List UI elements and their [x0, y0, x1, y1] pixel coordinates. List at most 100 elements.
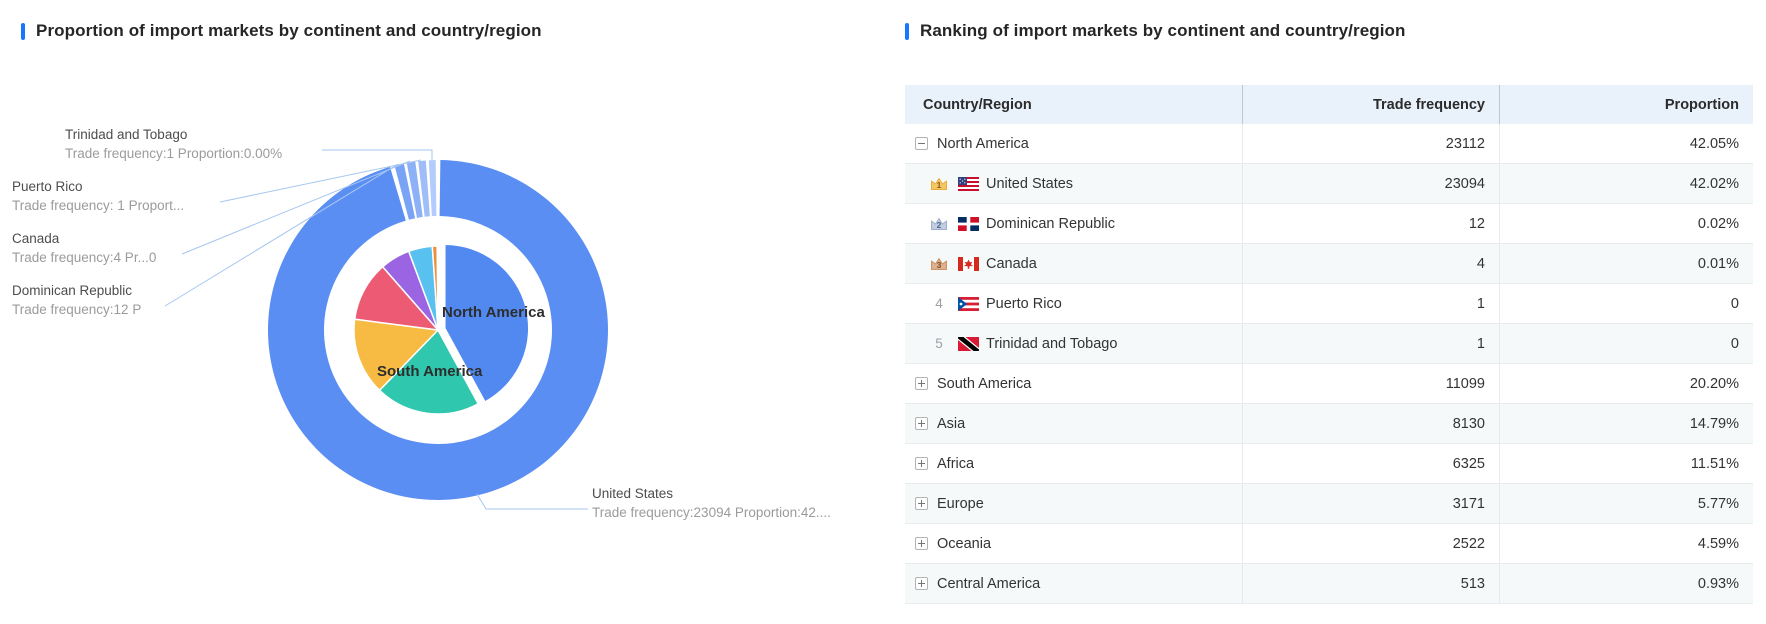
- page-title: Proportion of import markets by continen…: [36, 21, 542, 40]
- proportion-value: 4.59%: [1499, 524, 1753, 563]
- table-row: Europe 3171 5.77%: [905, 484, 1753, 524]
- collapse-toggle-north-america[interactable]: [915, 137, 928, 150]
- proportion-value: 20.20%: [1499, 364, 1753, 403]
- chart-callout-trinidad-and-tobago: Trinidad and Tobago Trade frequency:1 Pro…: [65, 125, 282, 163]
- trade-frequency-value: 3171: [1242, 484, 1499, 523]
- callout-country-name: Puerto Rico: [12, 179, 83, 194]
- callout-value: Trade frequency:4 Pr...0: [12, 250, 157, 265]
- proportion-value: 0.01%: [1499, 244, 1753, 283]
- table-row: Oceania 2522 4.59%: [905, 524, 1753, 564]
- pie-slice-asia[interactable]: [353, 318, 439, 392]
- chart-callout-canada: Canada Trade frequency:4 Pr...0: [12, 229, 156, 267]
- ranking-panel-title: Ranking of import markets by continent a…: [905, 21, 1406, 41]
- continent-name: Oceania: [937, 535, 992, 552]
- rank-badge-bronze: 3: [931, 257, 947, 270]
- svg-text:2: 2: [937, 220, 942, 230]
- proportion-value: 0: [1499, 324, 1753, 363]
- pie-slice-south-america[interactable]: [378, 329, 479, 415]
- expand-toggle-south-america[interactable]: [915, 377, 928, 390]
- leader-line-canada: [181, 160, 411, 255]
- rank-badge-silver: 2: [931, 217, 947, 230]
- ring-slice-united-states[interactable]: [267, 160, 608, 501]
- flag-icon-ca: [958, 256, 979, 271]
- proportion-value: 42.05%: [1499, 124, 1753, 163]
- callout-value: Trade frequency: 1 Proport...: [12, 198, 185, 213]
- column-header-country[interactable]: Country/Region: [923, 96, 1032, 113]
- expand-toggle-europe[interactable]: [915, 497, 928, 510]
- callout-country-name: United States: [592, 486, 674, 501]
- pie-slice-central-america[interactable]: [431, 245, 439, 331]
- table-header-row: Country/Region Trade frequency Proportio…: [905, 85, 1753, 124]
- callout-country-name: Canada: [12, 231, 60, 246]
- title-accent-bar: [905, 22, 909, 40]
- rank-slot: 1: [927, 176, 951, 192]
- chart-callout-puerto-rico: Puerto Rico Trade frequency: 1 Proport...: [12, 177, 184, 215]
- proportion-value: 42.02%: [1499, 164, 1753, 203]
- table-row: Asia 8130 14.79%: [905, 404, 1753, 444]
- leader-line-puerto-rico: [219, 159, 422, 203]
- continent-name: Africa: [937, 455, 975, 472]
- expand-toggle-asia[interactable]: [915, 417, 928, 430]
- proportion-value: 14.79%: [1499, 404, 1753, 443]
- table-row: 1 United States 23094 42.02%: [905, 164, 1753, 204]
- callout-country-name: Dominican Republic: [12, 283, 133, 298]
- trade-frequency-value: 2522: [1242, 524, 1499, 563]
- flag-icon-do: [958, 216, 979, 231]
- slice-label-south-america: South America: [377, 363, 483, 380]
- continent-name: Europe: [937, 495, 984, 512]
- svg-text:1: 1: [937, 180, 942, 190]
- flag-icon-pr: [958, 296, 979, 311]
- ranking-table: Country/Region Trade frequency Proportio…: [905, 85, 1753, 604]
- trade-frequency-value: 4: [1242, 244, 1499, 283]
- table-row: 4 Puerto Rico 1 0: [905, 284, 1753, 324]
- svg-text:3: 3: [937, 260, 942, 270]
- ring-slice-trinidad-and-tobago[interactable]: [428, 160, 437, 217]
- proportion-value: 5.77%: [1499, 484, 1753, 523]
- column-header-trade-frequency[interactable]: Trade frequency: [1242, 85, 1499, 124]
- column-header-proportion[interactable]: Proportion: [1499, 85, 1753, 124]
- country-name: Canada: [986, 255, 1037, 272]
- trade-frequency-value: 23112: [1242, 124, 1499, 163]
- continent-name: Central America: [937, 575, 1041, 592]
- continent-name: Asia: [937, 415, 966, 432]
- country-name: Dominican Republic: [986, 215, 1115, 232]
- ring-slice-puerto-rico[interactable]: [418, 160, 430, 217]
- ring-slice-dominican-republic[interactable]: [394, 163, 416, 220]
- proportion-value: 0.93%: [1499, 564, 1753, 603]
- title-accent-bar: [21, 22, 25, 40]
- proportion-value: 11.51%: [1499, 444, 1753, 483]
- pie-slice-north-america[interactable]: [444, 243, 530, 403]
- callout-value: Trade frequency:23094 Proportion:42....: [592, 505, 831, 520]
- chart-callout-dominican-republic: Dominican Republic Trade frequency:12 P: [12, 281, 141, 319]
- expand-toggle-africa[interactable]: [915, 457, 928, 470]
- trade-frequency-value: 12: [1242, 204, 1499, 243]
- rank-slot: 5: [927, 336, 951, 351]
- chart-callout-united-states: United States Trade frequency:23094 Propo…: [592, 484, 831, 522]
- callout-country-name: Trinidad and Tobago: [65, 127, 188, 142]
- country-name: Trinidad and Tobago: [986, 335, 1118, 352]
- country-name: United States: [986, 175, 1074, 192]
- table-row: 2 Dominican Republic 12 0.02%: [905, 204, 1753, 244]
- trade-frequency-value: 1: [1242, 324, 1499, 363]
- proportion-value: 0: [1499, 284, 1753, 323]
- rank-number: 4: [935, 296, 943, 311]
- flag-icon-tt: [958, 336, 979, 351]
- continent-name: South America: [937, 375, 1032, 392]
- rank-badge-gold: 1: [931, 177, 947, 190]
- expand-toggle-central-america[interactable]: [915, 577, 928, 590]
- expand-toggle-oceania[interactable]: [915, 537, 928, 550]
- proportion-value: 0.02%: [1499, 204, 1753, 243]
- leader-line-trinidad-and-tobago: [322, 149, 433, 160]
- continent-name: North America: [937, 135, 1029, 152]
- table-row: 5 Trinidad and Tobago 1 0: [905, 324, 1753, 364]
- leader-line-dominican-republic: [164, 163, 399, 307]
- table-row: Africa 6325 11.51%: [905, 444, 1753, 484]
- leader-line-united-states: [476, 493, 588, 510]
- trade-frequency-value: 8130: [1242, 404, 1499, 443]
- ring-slice-canada[interactable]: [406, 161, 423, 218]
- country-name: Puerto Rico: [986, 295, 1062, 312]
- table-row: 3 Canada 4 0.01%: [905, 244, 1753, 284]
- proportion-panel-title: Proportion of import markets by continen…: [21, 21, 542, 41]
- callout-value: Trade frequency:1 Proportion:0.00%: [65, 146, 283, 161]
